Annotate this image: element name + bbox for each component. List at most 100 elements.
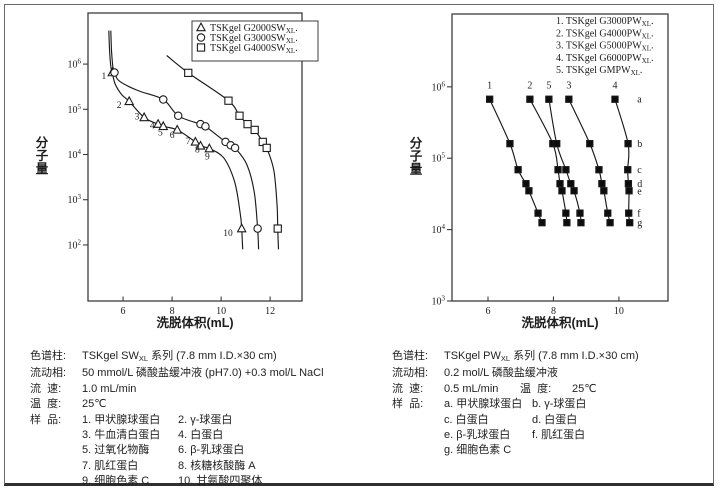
point-label: 7 xyxy=(186,137,191,147)
curve-number-label: 1 xyxy=(487,80,492,91)
square-marker-icon xyxy=(525,187,533,195)
square-marker-icon xyxy=(235,111,244,120)
triangle-marker-icon xyxy=(190,136,201,146)
sample-letter-label: e xyxy=(637,186,642,197)
condition-row: 流动相: 0.2 mol/L 磷酸盐缓冲液 xyxy=(392,366,639,381)
square-marker-icon xyxy=(196,43,206,52)
square-marker-icon xyxy=(570,187,578,195)
circle-marker-icon xyxy=(110,68,119,77)
point-label: 6 xyxy=(170,131,175,141)
curve-tskgel-g3000pwxl xyxy=(489,98,543,223)
x-tick-label: 8 xyxy=(170,306,175,317)
sample-item: c. 白蛋白 xyxy=(444,413,489,426)
curve-tskgel-g4000pwxl xyxy=(529,98,568,223)
y-tick-label: 105 xyxy=(68,103,82,116)
square-marker-icon xyxy=(250,125,259,135)
condition-value: TSKgel PWXL 系列 (7.8 mm I.D.×30 cm) xyxy=(444,350,639,363)
square-marker-icon xyxy=(563,219,571,227)
axis-frame xyxy=(87,12,303,302)
condition-row: 色谱柱: TSKgel PWXL 系列 (7.8 mm I.D.×30 cm) xyxy=(392,349,639,366)
y-tick-label: 102 xyxy=(68,238,82,251)
triangle-marker-icon xyxy=(195,140,206,150)
square-marker-icon xyxy=(514,166,522,174)
sw-conditions-block: 色谱柱: TSKgel SWXL 系列 (7.8 mm I.D.×30 cm) 流动… xyxy=(30,349,324,490)
condition-value: 1.0 mL/min xyxy=(82,382,137,395)
condition-value: 0.5 mL/min xyxy=(444,382,499,395)
triangle-marker-icon xyxy=(153,118,164,128)
square-marker-icon xyxy=(624,139,632,148)
curve-number-label: 2 xyxy=(527,80,532,91)
sample-letter-label: c xyxy=(637,165,642,176)
circle-marker-icon xyxy=(201,122,210,131)
sample-item: 7. 肌红蛋白 xyxy=(82,459,139,472)
sample-row: 样 品: 1. 甲状腺球蛋白 2. γ-球蛋白 xyxy=(30,413,324,428)
condition-label: 样 品: xyxy=(30,413,62,426)
x-axis-title: 洗脱体积(mL) xyxy=(156,315,233,330)
sample-item: 1. 甲状腺球蛋白 xyxy=(82,413,161,426)
square-marker-icon xyxy=(556,180,564,188)
square-marker-icon xyxy=(554,166,562,174)
point-label: 2 xyxy=(117,101,122,111)
pw-legend: 1. TSKgel G3000PWXL.2. TSKgel G4000PWXL.… xyxy=(556,16,654,77)
legend-item-label: 3. TSKgel G5000PWXL. xyxy=(556,41,654,53)
triangle-marker-icon xyxy=(204,143,215,153)
square-marker-icon xyxy=(262,143,271,153)
sample-item: 2. γ-球蛋白 xyxy=(178,413,233,426)
sample-row: e. β-乳球蛋白 f. 肌红蛋白 xyxy=(392,428,639,443)
legend-item-label: 5. TSKgel GMPWXL. xyxy=(556,65,642,77)
point-label: 10 xyxy=(223,229,233,239)
legend-item-label: TSKgel G2000SWXL. xyxy=(210,23,298,35)
square-marker-icon xyxy=(576,209,584,217)
square-marker-icon xyxy=(625,187,633,195)
sample-letter-label: g xyxy=(637,218,642,229)
sample-item: 9. 细胞色素 C xyxy=(82,475,150,488)
condition-label: 流动相: xyxy=(392,367,429,380)
sample-item: d. 白蛋白 xyxy=(532,413,578,426)
condition-row: 流 速: 0.5 mL/min 温 度: 25℃ xyxy=(392,382,639,397)
sample-letter-label: f xyxy=(637,209,641,220)
x-tick-label: 10 xyxy=(614,306,624,317)
square-marker-icon xyxy=(545,95,553,103)
square-marker-icon xyxy=(586,139,594,148)
sample-item: 5. 过氧化物酶 xyxy=(82,444,150,457)
square-marker-icon xyxy=(224,96,233,105)
triangle-marker-icon xyxy=(236,223,247,233)
x-tick-label: 6 xyxy=(486,306,491,317)
point-label: 5 xyxy=(158,128,163,138)
square-marker-icon xyxy=(604,209,612,217)
condition-row: 色谱柱: TSKgel SWXL 系列 (7.8 mm I.D.×30 cm) xyxy=(30,349,324,366)
sw-legend: TSKgel G2000SWXL.TSKgel G3000SWXL.TSKgel… xyxy=(191,20,319,62)
square-marker-icon xyxy=(506,139,514,148)
legend-box xyxy=(191,20,319,62)
square-marker-icon xyxy=(600,187,608,195)
sample-item: g. 细胞色素 C xyxy=(444,444,512,457)
point-label: 1 xyxy=(102,72,107,82)
y-tick-label: 103 xyxy=(432,295,446,308)
legend-item-label: 2. TSKgel G4000PWXL. xyxy=(556,28,654,40)
sample-letter-label: b xyxy=(637,139,642,150)
condition-row: 流 速: 1.0 mL/min xyxy=(30,382,324,397)
curve-number-label: 3 xyxy=(566,80,571,91)
curve-tskgel-g3000swxl xyxy=(110,30,260,250)
condition-label: 色谱柱: xyxy=(392,350,429,362)
curve-number-label: 5 xyxy=(546,80,551,91)
triangle-marker-icon xyxy=(139,111,150,122)
sample-item: 6. β-乳球蛋白 xyxy=(178,444,245,457)
square-marker-icon xyxy=(184,68,193,78)
square-marker-icon xyxy=(526,95,534,103)
condition-label: 流 速: xyxy=(30,382,62,395)
sample-row: 9. 细胞色素 C 10. 甘氨酸四聚体 xyxy=(30,474,324,489)
square-marker-icon xyxy=(558,187,566,195)
x-tick-label: 8 xyxy=(551,306,556,317)
condition-value: 0.2 mol/L 磷酸盐缓冲液 xyxy=(444,367,558,380)
square-marker-icon xyxy=(624,166,632,174)
curve-tskgel-g4000swxl xyxy=(166,55,280,250)
square-marker-icon xyxy=(625,209,633,217)
x-tick-label: 6 xyxy=(121,306,126,317)
condition-label xyxy=(30,474,76,489)
condition-label: 流动相: xyxy=(30,367,67,380)
axis-frame xyxy=(451,13,669,302)
y-tick-label: 106 xyxy=(68,58,82,71)
